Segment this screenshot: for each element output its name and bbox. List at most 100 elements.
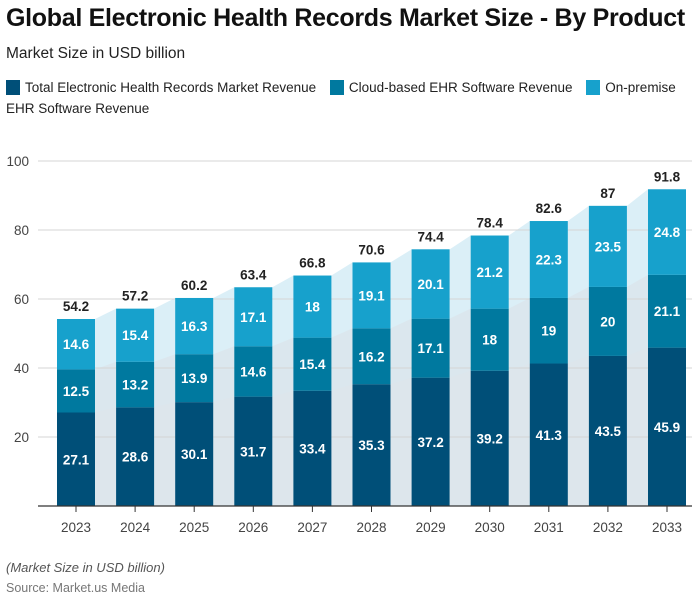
legend-swatch-on-premise: [586, 80, 601, 95]
segment-value-label: 45.9: [654, 420, 680, 435]
total-value-label: 60.2: [181, 278, 207, 293]
bar-segment: [175, 297, 214, 355]
y-tick-label: 100: [6, 154, 29, 169]
bar-segment: [411, 318, 450, 378]
bar-segment: [293, 337, 332, 391]
bar-segment: [293, 275, 332, 338]
bar-segment: [529, 297, 568, 364]
segment-value-label: 23.5: [595, 239, 622, 254]
bar-segment: [588, 355, 627, 506]
bar-segment: [57, 319, 95, 370]
total-value-label: 63.4: [240, 267, 267, 282]
legend-item-cloud[interactable]: Cloud-based EHR Software Revenue: [329, 80, 576, 95]
segment-value-label: 16.2: [358, 349, 384, 364]
segment-value-label: 17.1: [417, 341, 444, 356]
segment-value-label: 28.6: [122, 450, 149, 465]
bar-segment: [411, 249, 450, 319]
legend-item-total[interactable]: Total Electronic Health Records Market R…: [6, 80, 320, 95]
segment-value-label: 43.5: [595, 424, 622, 439]
bar-segment: [116, 407, 155, 506]
legend-item-on-premise[interactable]: On-premise EHR Software Revenue: [6, 80, 676, 116]
total-value-label: 87: [600, 186, 615, 201]
bar-segment: [293, 390, 332, 506]
source-credit: Source: Market.us Media: [6, 581, 145, 595]
x-tick-label: 2029: [416, 520, 446, 535]
segment-value-label: 41.3: [536, 428, 563, 443]
chart-subtitle: Market Size in USD billion: [6, 45, 186, 62]
segment-value-label: 18: [482, 333, 498, 348]
legend: Total Electronic Health Records Market R…: [6, 77, 696, 119]
legend-swatch-cloud: [329, 80, 344, 95]
segment-value-label: 14.6: [240, 364, 267, 379]
total-value-label: 54.2: [63, 299, 89, 314]
footnote: (Market Size in USD billion): [6, 560, 165, 575]
segment-value-label: 39.2: [477, 431, 503, 446]
segment-value-label: 20.1: [417, 277, 444, 292]
bar-segment: [648, 347, 686, 506]
chart-title: Global Electronic Health Records Market …: [6, 4, 685, 32]
bar-segment: [57, 412, 95, 506]
segment-value-label: 13.2: [122, 378, 148, 393]
bar-segment: [470, 370, 509, 506]
segment-value-label: 31.7: [240, 444, 266, 459]
legend-label-cloud: Cloud-based EHR Software Revenue: [348, 80, 573, 95]
segment-value-label: 21.2: [477, 265, 503, 280]
segment-value-label: 19: [541, 324, 556, 339]
total-value-label: 78.4: [477, 216, 504, 231]
bar-segment: [352, 262, 391, 329]
segment-value-label: 35.3: [358, 438, 385, 453]
bar-segment: [588, 286, 627, 356]
total-value-label: 91.8: [654, 169, 681, 184]
legend-swatch-total: [6, 80, 20, 95]
bar-segment: [470, 235, 509, 309]
x-tick-label: 2031: [534, 520, 564, 535]
x-tick-label: 2033: [652, 520, 682, 535]
axes: 20 40 60 80 100 2023 2024 2025 2026 2027 2028 2029 2…: [6, 154, 692, 535]
bar-segment: [648, 189, 686, 275]
bar-segment: [352, 384, 391, 506]
x-tick-label: 2030: [475, 520, 505, 535]
bar-segment: [588, 205, 627, 287]
y-tick-label: 40: [14, 361, 29, 376]
total-value-label: 74.4: [417, 229, 444, 244]
segment-value-label: 12.5: [63, 384, 90, 399]
segment-value-label: 17.1: [240, 310, 267, 325]
bar-segment: [175, 402, 214, 506]
segment-value-label: 37.2: [417, 435, 443, 450]
y-tick-label: 80: [14, 223, 29, 238]
segment-value-label: 19.1: [358, 288, 385, 303]
bar-segment: [116, 361, 155, 408]
segment-value-label: 22.3: [536, 252, 563, 267]
x-tick-label: 2027: [297, 520, 327, 535]
bar-segment: [352, 328, 391, 385]
bar-segment: [648, 274, 686, 348]
data-labels: 27.1 12.5 14.6 54.2 28.6 13.2 15.4 57.2 30.1 13.9…: [63, 169, 681, 467]
x-tick-label: 2024: [120, 520, 151, 535]
y-tick-label: 20: [14, 430, 29, 445]
bar-segment: [57, 369, 95, 413]
segment-value-label: 27.1: [63, 452, 90, 467]
bar-segment: [234, 396, 273, 506]
segment-value-label: 13.9: [181, 371, 207, 386]
total-value-label: 82.6: [536, 201, 563, 216]
segment-value-label: 20: [600, 314, 615, 329]
total-value-label: 66.8: [299, 256, 326, 271]
segment-value-label: 15.4: [122, 328, 149, 343]
x-tick-label: 2023: [61, 520, 91, 535]
bar-segment: [470, 308, 509, 371]
segment-value-label: 14.6: [63, 337, 90, 352]
x-tick-label: 2026: [238, 520, 268, 535]
segment-value-label: 16.3: [181, 319, 208, 334]
legend-label-total: Total Electronic Health Records Market R…: [25, 80, 317, 95]
segment-value-label: 15.4: [299, 357, 326, 372]
y-tick-label: 60: [14, 292, 29, 307]
legend-label-on-premise: On-premise EHR Software Revenue: [6, 80, 676, 116]
bar-segment: [411, 377, 450, 506]
x-tick-label: 2028: [356, 520, 386, 535]
segment-value-label: 21.1: [654, 304, 681, 319]
total-value-label: 57.2: [122, 289, 148, 304]
bar-segment: [529, 363, 568, 506]
bar-segment: [175, 354, 214, 403]
x-tick-label: 2025: [179, 520, 209, 535]
